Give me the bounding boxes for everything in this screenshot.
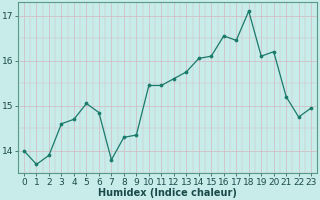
X-axis label: Humidex (Indice chaleur): Humidex (Indice chaleur) — [98, 188, 237, 198]
